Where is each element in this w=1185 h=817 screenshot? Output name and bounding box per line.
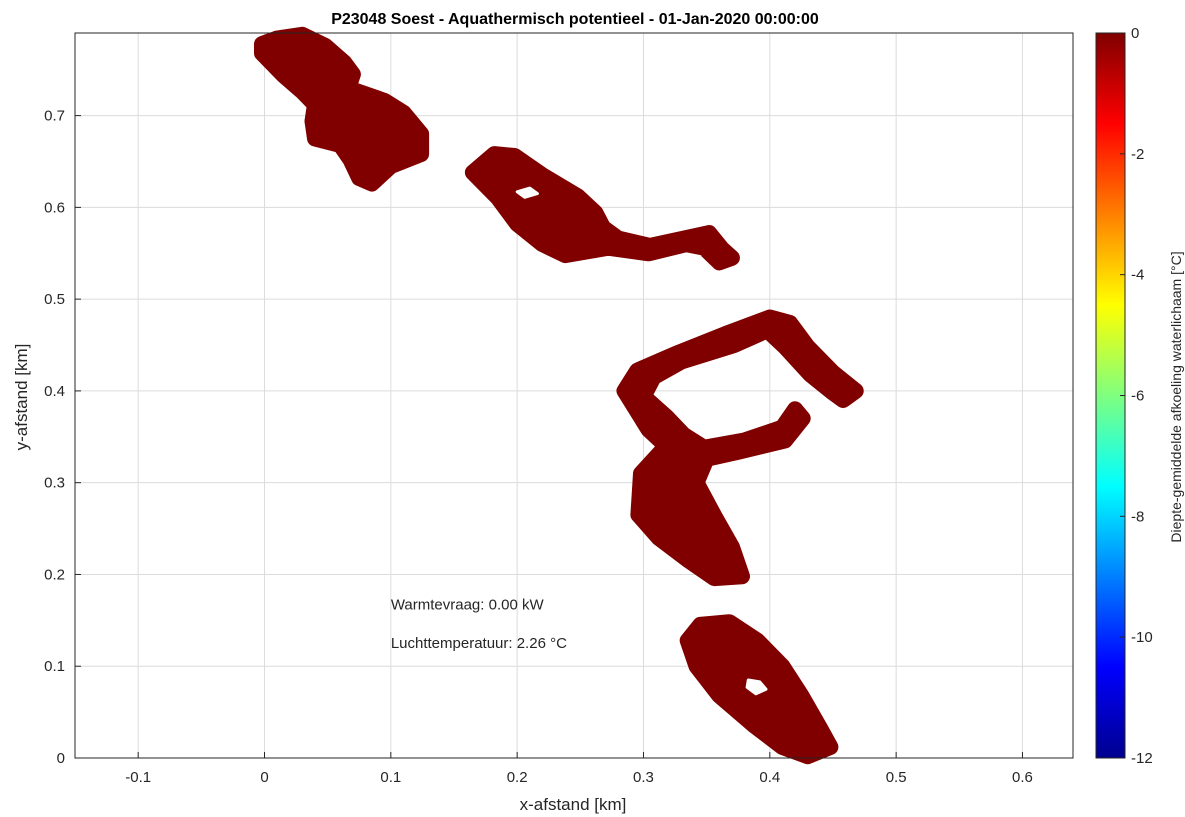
y-tick-label-0: 0 <box>57 750 65 767</box>
y-tick-label-1: 0.1 <box>44 658 65 675</box>
y-tick-label-4: 0.4 <box>44 383 65 400</box>
water-body-3 <box>616 309 864 587</box>
water-body-1 <box>254 26 430 192</box>
colorbar-tick-label-4: -8 <box>1131 508 1144 525</box>
colorbar-tick-label-2: -4 <box>1131 267 1144 284</box>
x-axis-label: x-afstand [km] <box>520 795 627 814</box>
annotation-air-temperature: Luchttemperatuur: 2.26 °C <box>391 635 567 652</box>
annotation-heat-demand: Warmtevraag: 0.00 kW <box>391 596 545 613</box>
y-tick-label-7: 0.7 <box>44 108 65 125</box>
water-body-2 <box>464 146 740 271</box>
colorbar-tick-label-1: -2 <box>1131 146 1144 163</box>
x-tick-label-4: 0.3 <box>633 769 654 786</box>
y-tick-label-6: 0.6 <box>44 199 65 216</box>
colorbar-tick-label-3: -6 <box>1131 388 1144 405</box>
y-axis-label: y-afstand [km] <box>12 344 31 451</box>
colorbar-tick-label-6: -12 <box>1131 750 1153 767</box>
plot-area <box>75 33 1073 758</box>
x-tick-label-2: 0.1 <box>380 769 401 786</box>
x-tick-label-1: 0 <box>260 769 268 786</box>
x-axis-ticks: -0.1 0 0.1 0.2 0.3 0.4 0.5 0.6 <box>125 752 1033 786</box>
plot-frame <box>74 32 1074 759</box>
y-tick-label-3: 0.3 <box>44 475 65 492</box>
island-2 <box>745 678 768 696</box>
y-axis-ticks: 0 0.1 0.2 0.3 0.4 0.5 0.6 0.7 <box>44 108 81 767</box>
x-tick-label-0: -0.1 <box>125 769 151 786</box>
colorbar-tick-label-5: -10 <box>1131 629 1153 646</box>
water-bodies <box>254 26 864 765</box>
x-tick-label-5: 0.4 <box>759 769 780 786</box>
colorbar-tick-label-0: 0 <box>1131 25 1139 42</box>
island-1 <box>515 186 539 199</box>
x-tick-label-7: 0.6 <box>1012 769 1033 786</box>
x-tick-label-6: 0.5 <box>886 769 907 786</box>
y-tick-label-5: 0.5 <box>44 291 65 308</box>
colorbar-ticks: 0 -2 -4 -6 -8 -10 -12 <box>1120 25 1153 767</box>
y-tick-label-2: 0.2 <box>44 566 65 583</box>
colorbar-label: Diepte-gemiddelde afkoeling waterlichaam… <box>1168 251 1184 542</box>
x-tick-label-3: 0.2 <box>507 769 528 786</box>
chart-title: P23048 Soest - Aquathermisch potentieel … <box>331 11 819 28</box>
